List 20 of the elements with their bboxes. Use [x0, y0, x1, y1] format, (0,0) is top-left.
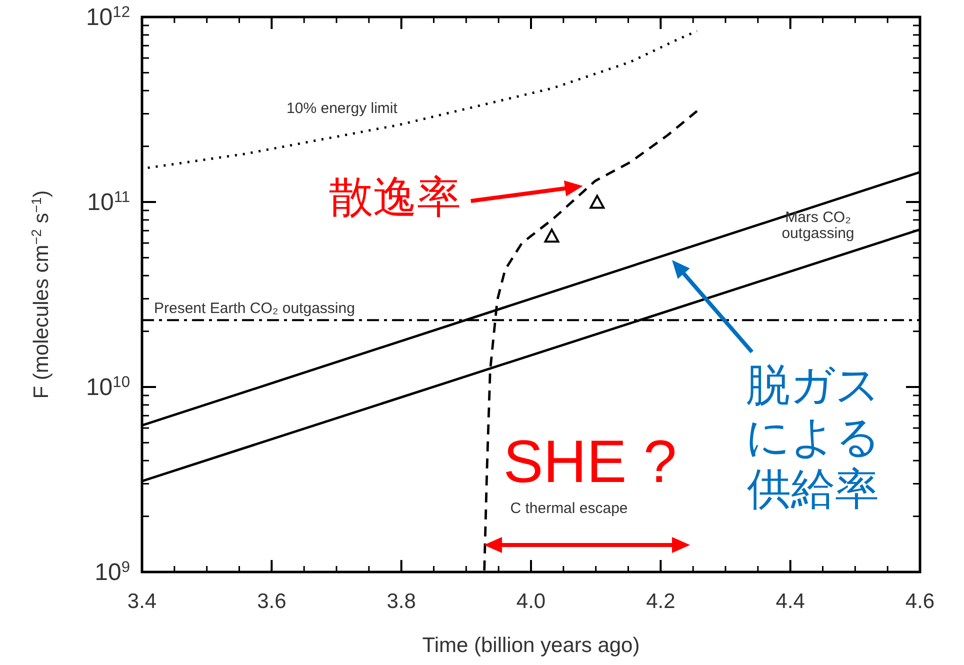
- y-tick-label: 10$^{11}$: [87, 188, 130, 216]
- ref-line-label: Present Earth CO₂ outgassing: [154, 300, 355, 318]
- x-tick-label: 4.6: [905, 590, 935, 613]
- x-tick-label: 3.6: [257, 590, 286, 613]
- annotation: C thermal escape: [510, 500, 628, 517]
- line-series: [146, 30, 698, 170]
- x-tick-label: 4.0: [516, 590, 546, 613]
- x-axis-title: Time (billion years ago): [422, 634, 640, 657]
- y-tick-label: 10$^{9}$: [94, 558, 130, 586]
- annotation: Mars CO₂ outgassing: [782, 209, 854, 242]
- annotation: SHE ?: [503, 428, 677, 495]
- x-tick-label: 4.2: [646, 590, 676, 613]
- x-tick-label: 3.8: [386, 590, 416, 613]
- y-tick-label: 10$^{12}$: [86, 4, 130, 31]
- x-tick-label: 3.4: [127, 590, 157, 613]
- y-tick-label: 10$^{10}$: [86, 374, 130, 401]
- annotation: 散逸率: [328, 173, 461, 222]
- x-tick-label: 4.4: [776, 590, 806, 613]
- annotation: 10% energy limit: [286, 100, 398, 117]
- annotation: 脱ガスによる供給率: [746, 361, 880, 514]
